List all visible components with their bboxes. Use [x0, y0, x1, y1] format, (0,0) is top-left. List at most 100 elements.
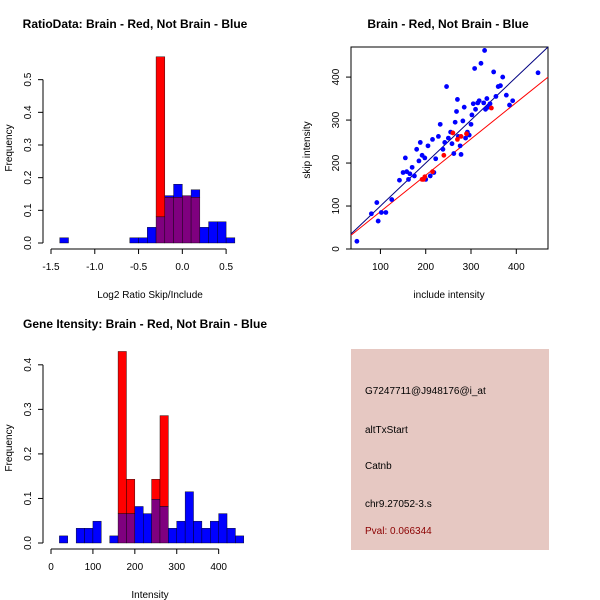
- probe-id: G7247711@J948176@i_at: [365, 386, 486, 397]
- scatter-point-blue: [461, 104, 467, 110]
- intensity-bar-red: [117, 351, 127, 514]
- scatter-y-tick-label: 0: [331, 246, 342, 252]
- intensity-bar-blue: [184, 491, 194, 544]
- ratio-y-tick-label: 0.0: [23, 236, 34, 250]
- scatter-point-blue: [507, 102, 512, 108]
- ratio-x-label: Log2 Ratio Skip/Include: [97, 290, 203, 300]
- scatter-point-blue: [406, 176, 411, 182]
- scatter-point-blue: [409, 164, 415, 170]
- scatter-point-blue: [470, 101, 476, 107]
- scatter-y-tick-label: 100: [331, 197, 342, 214]
- ratio-bar-blue: [59, 237, 69, 244]
- ratio-x-tick-label: 0.5: [219, 262, 233, 273]
- intensity-bar-blue: [210, 520, 219, 544]
- scatter-point-blue: [482, 48, 487, 53]
- intensity-bar-blue: [168, 528, 177, 544]
- scatter-point-red: [441, 152, 447, 158]
- intensity-x-tick-label: 0: [48, 562, 54, 573]
- scatter-point-blue: [375, 218, 381, 224]
- scatter-point-blue: [454, 109, 459, 114]
- ratio-x-tick-label: -1.0: [86, 262, 104, 273]
- scatter-point-blue: [463, 135, 468, 141]
- ratio-bar-blue: [199, 227, 209, 244]
- intensity-x-tick-label: 200: [126, 562, 143, 573]
- scatter-point-red: [458, 133, 464, 139]
- ratio-x-tick-label: 0.0: [175, 262, 189, 273]
- scatter-y-tick-label: 400: [331, 68, 342, 85]
- scatter-chart-title: Brain - Red, Not Brain - Blue: [367, 17, 529, 31]
- ratio-bar-overlap: [190, 197, 201, 244]
- ratio-y-label: Frequency: [4, 124, 15, 171]
- ratio-y-tick-label: 0.5: [23, 72, 34, 86]
- intensity-y-tick-label: 0.1: [23, 491, 34, 505]
- scatter-point-blue: [436, 133, 441, 139]
- scatter-point-blue: [484, 96, 490, 101]
- intensity-x-label: Intensity: [131, 590, 168, 600]
- intensity-bar-blue: [109, 535, 119, 544]
- scatter-point-blue: [437, 121, 443, 127]
- scatter-point-blue: [378, 210, 384, 215]
- intensity-bar-blue: [176, 520, 186, 544]
- intensity-bar-overlap: [159, 506, 169, 544]
- scatter-point-red: [464, 131, 469, 137]
- scatter-point-blue: [412, 173, 417, 179]
- scatter-point-blue: [416, 158, 422, 164]
- intensity-y-tick-label: 0.3: [23, 402, 34, 416]
- scatter-point-blue: [430, 137, 435, 142]
- ratio-x-tick-label: -1.5: [42, 262, 60, 273]
- scatter-point-red: [488, 105, 494, 111]
- ratio-axes: -1.5 -1.0 -0.5 0.0 0.5 0.0 0.1 0.2 0.3 0.4 0.5: [23, 72, 233, 273]
- scatter-point-blue: [444, 84, 449, 89]
- scatter-point-blue: [458, 152, 464, 157]
- scatter-point-blue: [457, 143, 463, 149]
- intensity-y-tick-label: 0.0: [23, 536, 34, 550]
- scatter-point-blue: [383, 210, 389, 215]
- gene-intensity-histogram: Gene Itensity: Brain - Red, Not Brain - …: [4, 317, 267, 600]
- intensity-x-tick-label: 400: [210, 562, 227, 573]
- scatter-point-blue: [481, 100, 487, 106]
- scatter-point-blue: [491, 69, 497, 75]
- scatter-x-tick-label: 200: [417, 262, 434, 273]
- ratio-bar-blue: [225, 237, 236, 244]
- ratio-bar-blue: [147, 227, 157, 244]
- scatter-point-blue: [500, 74, 506, 80]
- intensity-y-tick-label: 0.4: [23, 357, 34, 371]
- intensity-bar-blue: [92, 520, 102, 544]
- scatter-point-blue: [468, 121, 474, 127]
- scatter-point-blue: [407, 171, 413, 177]
- scatter-x-tick-label: 100: [372, 262, 389, 273]
- scatter-lines: [350, 46, 549, 236]
- intensity-x-tick-label: 300: [168, 562, 185, 573]
- ratio-x-tick-label: -0.5: [130, 262, 148, 273]
- scatter-point-blue: [354, 238, 360, 244]
- ratio-bars: [59, 56, 236, 244]
- scatter-x-label: include intensity: [413, 290, 484, 300]
- ratio-y-tick-label: 0.4: [23, 105, 34, 119]
- ratio-bar-blue: [129, 237, 139, 244]
- scatter-point-blue: [440, 146, 446, 152]
- scatter-point-blue: [535, 70, 541, 76]
- scatter-y-label: skip intensity: [302, 121, 313, 178]
- ratio-y-tick-label: 0.1: [23, 203, 34, 217]
- scatter-point-blue: [451, 151, 457, 156]
- ratio-bar-blue: [173, 183, 183, 198]
- intensity-bar-red: [159, 415, 169, 507]
- intensity-bar-overlap: [126, 513, 136, 544]
- scatter-axes: 100 200 300 400 0 100 200 300 400: [331, 68, 525, 273]
- ratio-chart-title: RatioData: Brain - Red, Not Brain - Blue: [23, 17, 248, 31]
- scatter-points: [354, 48, 541, 244]
- intensity-y-label: Frequency: [4, 424, 15, 471]
- ratio-bar-overlap: [164, 197, 174, 244]
- intensity-bar-blue: [59, 535, 68, 544]
- scatter-point-red: [430, 169, 435, 175]
- scatter-point-blue: [493, 94, 499, 99]
- event-type: altTxStart: [365, 425, 408, 436]
- scatter-point-blue: [417, 140, 423, 145]
- ratio-bar-blue: [217, 221, 227, 244]
- ratio-histogram: RatioData: Brain - Red, Not Brain - Blue…: [4, 17, 248, 300]
- p-value: Pval: 0.066344: [365, 526, 432, 537]
- scatter-point-blue: [455, 97, 460, 102]
- scatter-point-blue: [510, 98, 516, 104]
- intensity-x-tick-label: 100: [85, 562, 102, 573]
- scatter-point-blue: [452, 119, 458, 125]
